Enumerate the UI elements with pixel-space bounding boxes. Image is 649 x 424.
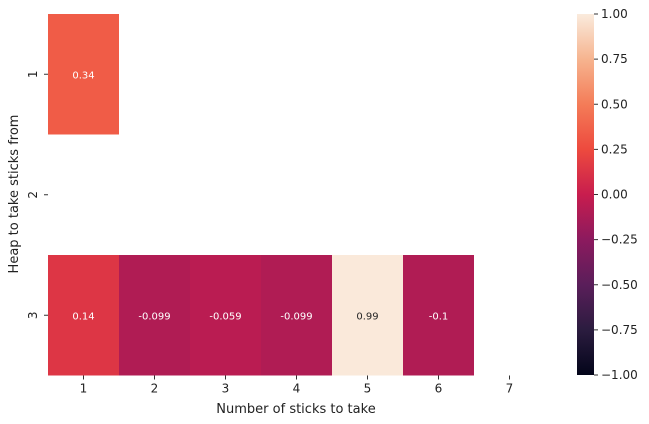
heatmap-cell (190, 255, 261, 376)
y-axis: 1 2 3 (26, 70, 48, 319)
colorbar-tick-label: 0.25 (601, 142, 628, 156)
cell-value-label: 0.99 (356, 311, 378, 322)
colorbar-tick-label: −1.00 (601, 368, 638, 382)
colorbar-tick-label: −0.25 (601, 233, 638, 247)
heatmap-cell (403, 255, 474, 376)
x-tick-label: 4 (293, 382, 301, 396)
colorbar-tick-label: 0.50 (601, 97, 628, 111)
x-tick-label: 1 (80, 382, 88, 396)
heatmap-cells (48, 14, 474, 376)
colorbar-tick-label: 0.00 (601, 188, 628, 202)
colorbar (577, 14, 594, 375)
heatmap-cell-labels: 0.34 0.14 -0.099 -0.059 -0.099 0.99 -0.1 (72, 70, 448, 322)
y-axis-label: Heap to take sticks from (7, 115, 22, 274)
y-tick-label: 3 (26, 311, 40, 319)
x-tick-label: 3 (222, 382, 230, 396)
x-tick-label: 5 (364, 382, 372, 396)
cell-value-label: -0.099 (280, 311, 312, 322)
cell-value-label: -0.1 (429, 311, 449, 322)
cell-value-label: -0.059 (209, 311, 241, 322)
y-tick-label: 1 (26, 70, 40, 78)
x-axis: 1 2 3 4 5 6 7 (80, 375, 514, 396)
colorbar-ticks: 1.00 0.75 0.50 0.25 0.00 −0.25 −0.50 −0.75 −1.00 (594, 7, 638, 382)
y-tick-label: 2 (26, 191, 40, 199)
x-tick-label: 6 (435, 382, 443, 396)
x-axis-label: Number of sticks to take (216, 402, 375, 417)
cell-value-label: 0.14 (72, 311, 94, 322)
x-tick-label: 7 (506, 382, 514, 396)
colorbar-tick-label: −0.50 (601, 278, 638, 292)
heatmap-cell (48, 255, 119, 376)
cell-value-label: 0.34 (72, 70, 94, 81)
cell-value-label: -0.099 (138, 311, 170, 322)
heatmap-cell (332, 255, 403, 376)
heatmap-cell (261, 255, 332, 376)
heatmap-cell (119, 255, 190, 376)
colorbar-tick-label: 1.00 (601, 7, 628, 21)
colorbar-tick-label: 0.75 (601, 52, 628, 66)
x-tick-label: 2 (151, 382, 159, 396)
colorbar-tick-label: −0.75 (601, 323, 638, 337)
heatmap-cell (48, 14, 119, 135)
